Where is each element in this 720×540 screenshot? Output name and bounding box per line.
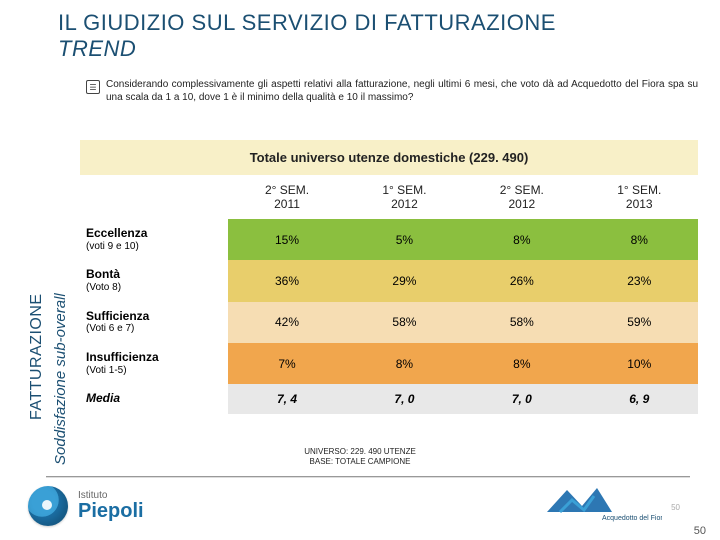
cell: 7, 4 (228, 384, 345, 414)
table-body: Eccellenza(voti 9 e 10)15%5%8%8%Bontà(Vo… (80, 219, 698, 414)
cell: 42% (228, 302, 345, 343)
cell: 29% (346, 260, 463, 301)
cell: 15% (228, 219, 345, 260)
universe-note: UNIVERSO: 229. 490 UTENZE BASE: TOTALE C… (0, 447, 720, 466)
cell: 10% (581, 343, 698, 384)
page-number: 50 (694, 525, 706, 537)
cell: 8% (581, 219, 698, 260)
table: 2° SEM.2011 1° SEM.2012 2° SEM.2012 1° S… (80, 175, 698, 414)
col-header: 2° SEM.2012 (463, 175, 580, 219)
table-row: Insufficienza(Voti 1-5)7%8%8%10% (80, 343, 698, 384)
cell: 26% (463, 260, 580, 301)
cell: 36% (228, 260, 345, 301)
title-line1: IL GIUDIZIO SUL SERVIZIO DI FATTURAZIONE (58, 10, 556, 35)
table-row: Media7, 47, 07, 06, 9 (80, 384, 698, 414)
cell: 58% (346, 302, 463, 343)
logo-piepoli: Istituto Piepoli (28, 486, 144, 526)
col-header: 1° SEM.2013 (581, 175, 698, 219)
logo-fiora: Acquedotto del Fiora (542, 482, 662, 526)
cell: 58% (463, 302, 580, 343)
row-label: Bontà(Voto 8) (80, 260, 228, 301)
row-label: Insufficienza(Voti 1-5) (80, 343, 228, 384)
sidebar-sub: Soddisfazione sub-overall (52, 293, 69, 465)
table-title: Totale universo utenze domestiche (229. … (80, 140, 698, 175)
cell: 7, 0 (463, 384, 580, 414)
col-header: 2° SEM.2011 (228, 175, 345, 219)
title-line2: TREND (58, 36, 136, 61)
row-label: Sufficienza(Voti 6 e 7) (80, 302, 228, 343)
footer: UNIVERSO: 229. 490 UTENZE BASE: TOTALE C… (0, 476, 720, 540)
cell: 8% (463, 219, 580, 260)
sidebar-main: FATTURAZIONE (28, 293, 46, 420)
table-row: Eccellenza(voti 9 e 10)15%5%8%8% (80, 219, 698, 260)
footer-divider (46, 476, 690, 478)
cell: 8% (346, 343, 463, 384)
cell: 8% (463, 343, 580, 384)
cell: 5% (346, 219, 463, 260)
question-row: ☰ Considerando complessivamente gli aspe… (86, 78, 698, 104)
row-label: Eccellenza(voti 9 e 10) (80, 219, 228, 260)
question-icon: ☰ (86, 80, 100, 94)
data-table: Totale universo utenze domestiche (229. … (80, 140, 698, 414)
table-row: Sufficienza(Voti 6 e 7)42%58%58%59% (80, 302, 698, 343)
piepoli-mark-icon (28, 486, 68, 526)
page-title: IL GIUDIZIO SUL SERVIZIO DI FATTURAZIONE… (58, 10, 556, 63)
faint-pagenum: 50 (671, 503, 680, 512)
col-header: 1° SEM.2012 (346, 175, 463, 219)
row-label: Media (80, 384, 228, 414)
brand-big: Piepoli (78, 501, 144, 521)
cell: 6, 9 (581, 384, 698, 414)
cell: 7, 0 (346, 384, 463, 414)
fiora-logo-icon: Acquedotto del Fiora (542, 482, 662, 526)
cell: 23% (581, 260, 698, 301)
cell: 59% (581, 302, 698, 343)
sidebar-labels: FATTURAZIONE Soddisfazione sub-overall (8, 225, 60, 425)
table-row: Bontà(Voto 8)36%29%26%23% (80, 260, 698, 301)
cell: 7% (228, 343, 345, 384)
table-head: 2° SEM.2011 1° SEM.2012 2° SEM.2012 1° S… (80, 175, 698, 219)
question-text: Considerando complessivamente gli aspett… (106, 78, 698, 104)
svg-text:Acquedotto del Fiora: Acquedotto del Fiora (602, 515, 662, 522)
